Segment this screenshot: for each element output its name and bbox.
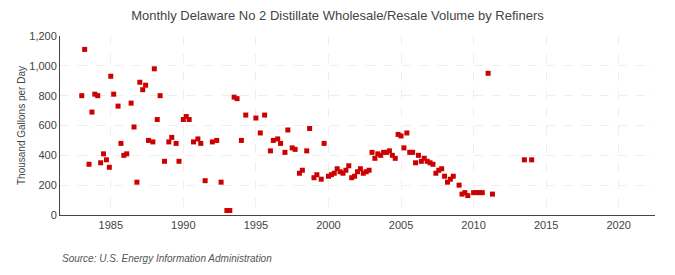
svg-text:2000: 2000 xyxy=(316,219,340,231)
svg-text:400: 400 xyxy=(38,149,56,161)
svg-text:2020: 2020 xyxy=(606,219,630,231)
svg-text:Source: U.S. Energy Informatio: Source: U.S. Energy Information Administ… xyxy=(62,253,272,264)
svg-text:1985: 1985 xyxy=(99,219,123,231)
svg-text:Monthly Delaware No 2 Distilla: Monthly Delaware No 2 Distillate Wholesa… xyxy=(131,8,544,23)
svg-text:1,200: 1,200 xyxy=(29,30,57,42)
svg-text:2015: 2015 xyxy=(534,219,558,231)
svg-text:2010: 2010 xyxy=(461,219,485,231)
svg-text:2005: 2005 xyxy=(389,219,413,231)
svg-text:0: 0 xyxy=(51,209,57,221)
svg-text:1995: 1995 xyxy=(244,219,268,231)
svg-text:1,000: 1,000 xyxy=(29,60,57,72)
svg-text:Thousand Gallons per Day: Thousand Gallons per Day xyxy=(16,66,27,185)
svg-text:600: 600 xyxy=(38,119,56,131)
svg-text:800: 800 xyxy=(38,90,56,102)
svg-text:1990: 1990 xyxy=(171,219,195,231)
svg-text:200: 200 xyxy=(38,179,56,191)
